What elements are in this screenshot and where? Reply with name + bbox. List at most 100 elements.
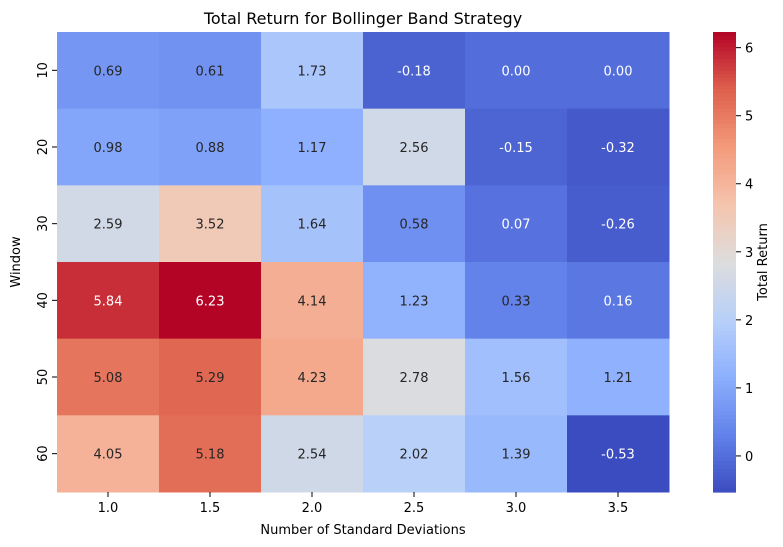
colorbar-segment <box>713 66 736 71</box>
x-axis-label: Number of Standard Deviations <box>260 523 465 538</box>
y-tick-label: 40 <box>36 292 51 309</box>
colorbar-segment <box>713 453 736 459</box>
colorbar-segment <box>713 58 736 64</box>
colorbar-segment <box>713 51 736 56</box>
colorbar-segment <box>713 488 736 493</box>
colorbar-segment <box>713 124 736 129</box>
colorbar-segment <box>713 104 736 110</box>
colorbar-segment <box>713 242 736 248</box>
colorbar-segment <box>713 304 736 309</box>
colorbar-segment <box>713 135 736 140</box>
heatmap-cell <box>159 262 262 340</box>
colorbar-segment <box>713 120 736 125</box>
colorbar-segment <box>713 365 736 370</box>
colorbar-segment <box>713 181 736 186</box>
colorbar-segment <box>713 269 736 275</box>
colorbar-segment <box>713 484 736 489</box>
colorbar-segment <box>713 235 736 240</box>
colorbar-segment <box>713 273 736 278</box>
x-axis-ticks: 1.0 1.5 2.0 2.5 3.0 3.5 <box>98 492 628 516</box>
colorbar-tick-label: 4 <box>745 178 753 193</box>
colorbar-segment <box>713 89 736 94</box>
heatmap-cell <box>57 108 160 186</box>
heatmap-cell <box>261 108 364 186</box>
heatmap-cell <box>465 185 568 263</box>
cell-value-label: 1.17 <box>298 141 327 156</box>
heatmap-cell <box>363 32 466 110</box>
cell-value-label: 3.52 <box>196 218 225 233</box>
cell-value-label: 0.07 <box>502 218 531 233</box>
heatmap-cell <box>465 108 568 186</box>
colorbar-segment <box>713 112 736 117</box>
heatmap-cell <box>159 32 262 110</box>
colorbar-segment <box>713 327 736 332</box>
colorbar-segment <box>713 472 736 478</box>
y-tick-label: 50 <box>36 369 51 386</box>
colorbar-segment <box>713 342 736 347</box>
colorbar-segment <box>713 150 736 156</box>
colorbar-segment <box>713 476 736 482</box>
colorbar-segment <box>713 426 736 432</box>
colorbar-segment <box>713 154 736 160</box>
heatmap-cell <box>261 185 364 263</box>
colorbar-segment <box>713 288 736 294</box>
colorbar-segment <box>713 384 736 390</box>
heatmap-cell <box>261 415 364 493</box>
cell-value-label: 1.56 <box>502 371 531 386</box>
cell-value-label: -0.18 <box>397 64 431 79</box>
colorbar-segment <box>713 423 736 428</box>
colorbar-segment <box>713 281 736 286</box>
cell-value-label: 1.21 <box>604 371 633 386</box>
colorbar-segment <box>713 97 736 102</box>
cell-value-label: 2.02 <box>400 448 429 463</box>
heatmap-cell <box>159 415 262 493</box>
colorbar-segment <box>713 361 736 367</box>
colorbar-segment <box>713 296 736 301</box>
heatmap-cell <box>567 32 670 110</box>
colorbar-segment <box>713 139 736 144</box>
heatmap-cell <box>567 108 670 186</box>
colorbar-segment <box>713 334 736 340</box>
cell-value-label: 0.69 <box>94 64 123 79</box>
colorbar-segment <box>713 480 736 485</box>
colorbar-segment <box>713 223 736 229</box>
colorbar-segment <box>713 101 736 106</box>
cell-value-label: 4.05 <box>94 448 123 463</box>
colorbar-segment <box>713 116 736 121</box>
colorbar-segment <box>713 127 736 133</box>
colorbar-segment <box>713 131 736 137</box>
colorbar-segment <box>713 39 736 45</box>
heatmap-cell <box>465 32 568 110</box>
colorbar-segment <box>713 323 736 328</box>
colorbar-segment <box>713 461 736 466</box>
cell-value-label: 5.84 <box>94 294 123 309</box>
colorbar-segment <box>713 170 736 175</box>
colorbar-segment <box>713 200 736 206</box>
cell-value-label: 4.14 <box>298 294 327 309</box>
colorbar-segment <box>713 177 736 183</box>
heatmap-cell <box>261 32 364 110</box>
colorbar-segment <box>713 415 736 420</box>
colorbar-segment <box>713 189 736 194</box>
cell-value-label: 0.88 <box>196 141 225 156</box>
colorbar-segment <box>713 354 736 359</box>
colorbar-segment <box>713 70 736 75</box>
colorbar-segment <box>713 173 736 179</box>
colorbar: 0 1 2 3 4 5 6 <box>713 32 753 493</box>
colorbar-segment <box>713 438 736 443</box>
heatmap-cell <box>57 415 160 493</box>
colorbar-segment <box>713 108 736 114</box>
colorbar-segment <box>713 346 736 351</box>
colorbar-segment <box>713 392 736 397</box>
colorbar-segment <box>713 32 736 37</box>
colorbar-segment <box>713 62 736 68</box>
colorbar-segment <box>713 396 736 401</box>
cell-value-label: 5.18 <box>196 448 225 463</box>
cell-value-label: -0.32 <box>601 141 635 156</box>
x-tick-label: 3.0 <box>506 501 527 516</box>
colorbar-tick-label: 2 <box>745 314 753 329</box>
colorbar-label: Total Return <box>756 223 771 302</box>
cell-value-label: -0.26 <box>601 218 635 233</box>
colorbar-segment <box>713 292 736 298</box>
colorbar-segment <box>713 457 736 462</box>
